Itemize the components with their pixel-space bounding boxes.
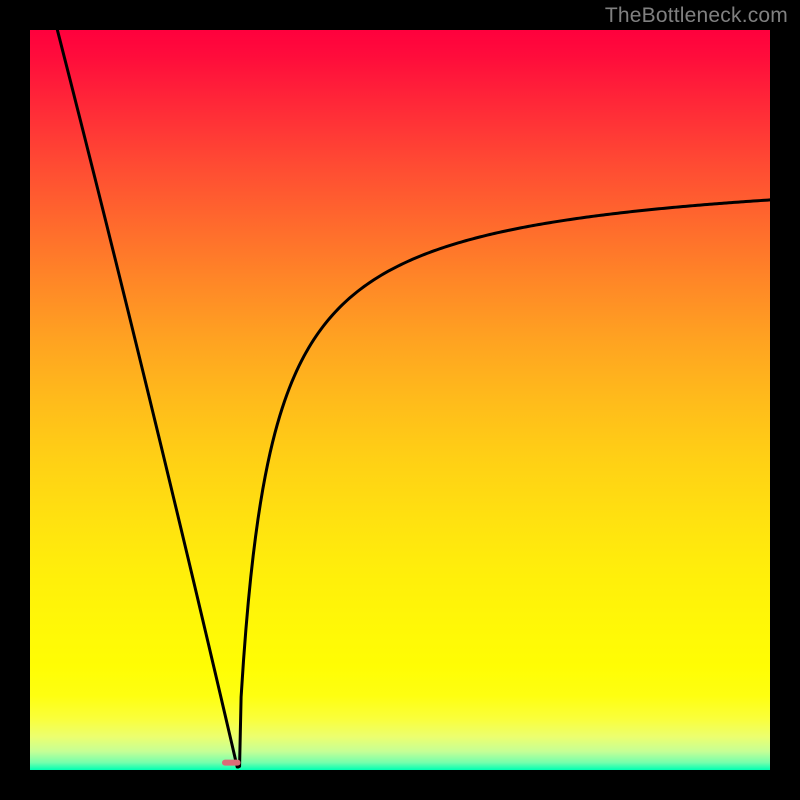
chart-container: TheBottleneck.com xyxy=(0,0,800,800)
chart-svg xyxy=(0,0,800,800)
watermark-text: TheBottleneck.com xyxy=(605,4,788,28)
